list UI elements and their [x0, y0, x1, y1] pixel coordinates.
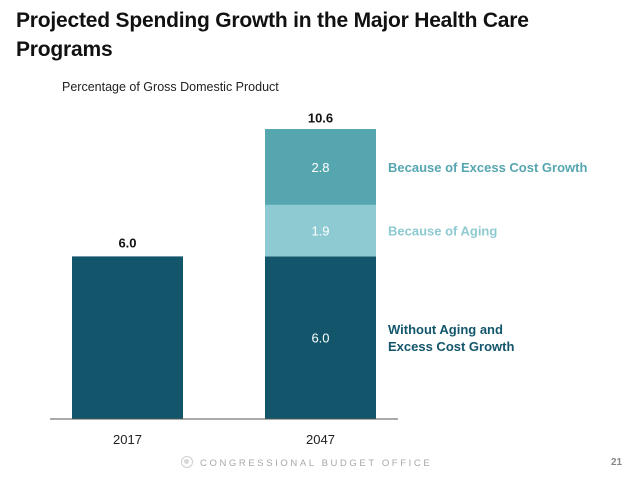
- bar-segment-2017-0: [72, 256, 183, 419]
- legend-label: Excess Cost Growth: [388, 339, 514, 354]
- legend-label: Because of Aging: [388, 224, 497, 239]
- segment-label: 6.0: [311, 331, 329, 346]
- bar-segment-2047-2: [265, 129, 376, 205]
- legend-label: Because of Excess Cost Growth: [388, 160, 587, 175]
- x-tick-label: 2047: [306, 432, 335, 447]
- page-number: 21: [611, 457, 623, 468]
- footer-organization: CONGRESSIONAL BUDGET OFFICE: [200, 458, 433, 469]
- chart-title: Projected Spending Growth in the Major H…: [16, 9, 529, 61]
- bar-segment-2047-0: [265, 256, 376, 419]
- segment-label: 2.8: [311, 160, 329, 175]
- total-label: 6.0: [118, 235, 136, 250]
- x-tick-label: 2017: [113, 432, 142, 447]
- bar-segment-2047-1: [265, 204, 376, 257]
- segment-label: 1.9: [311, 224, 329, 239]
- total-label: 10.6: [308, 111, 333, 126]
- legend-label: Without Aging and: [388, 322, 503, 337]
- y-axis-label: Percentage of Gross Domestic Product: [62, 80, 279, 94]
- cbo-seal-icon: [181, 456, 193, 468]
